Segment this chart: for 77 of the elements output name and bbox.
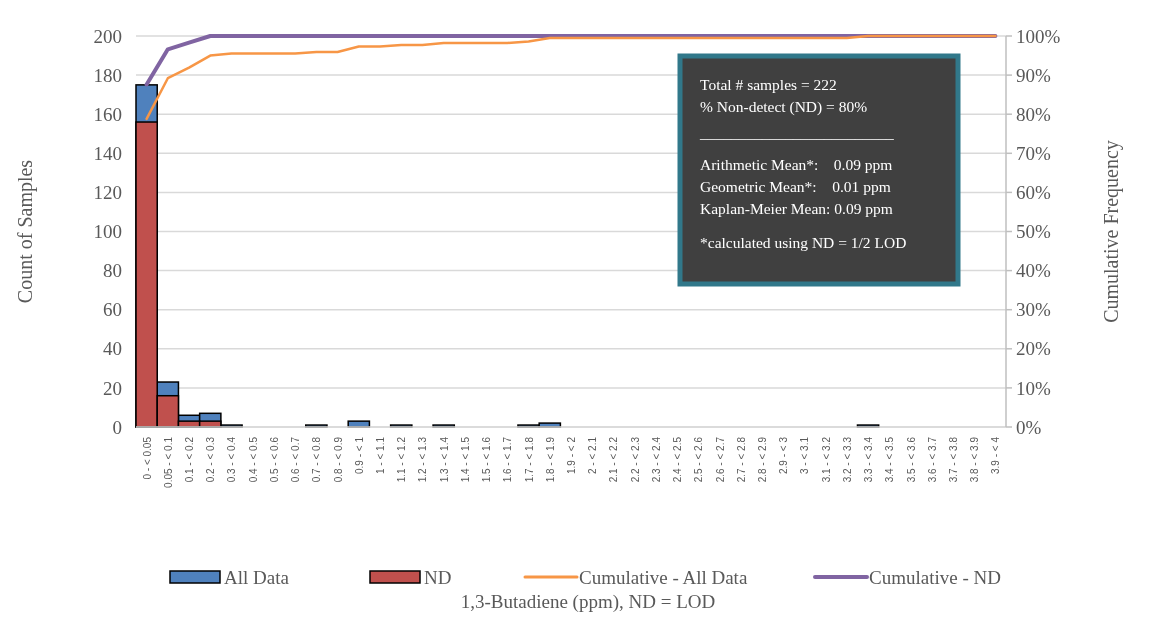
y-tick-label: 180 — [93, 64, 122, 86]
legend-label: ND — [424, 567, 452, 588]
y2-tick-label: 100% — [1016, 25, 1061, 47]
x-tick-label: 3.3 - < 3.4 — [863, 436, 875, 483]
y2-tick-label: 20% — [1016, 338, 1051, 360]
annotation: Kaplan-Meier Mean: 0.09 ppm — [700, 200, 893, 217]
x-tick-label: 1.2 - < 1.3 — [417, 436, 429, 483]
x-tick-label: 2.2 - < 2.3 — [629, 436, 641, 483]
x-tick-label: 3.1 - < 3.2 — [820, 436, 832, 483]
x-tick-label: 2.1 - < 2.2 — [608, 436, 620, 483]
legend-label: Cumulative - ND — [869, 567, 1001, 588]
y-axis-title: Count of Samples — [14, 159, 37, 304]
y2-tick-label: 40% — [1016, 260, 1051, 282]
x-tick-label: 2.8 - < 2.9 — [756, 436, 768, 483]
x-tick-label: 3.2 - < 3.3 — [841, 436, 853, 483]
x-tick-label: 1.3 - < 1.4 — [438, 436, 450, 483]
annotation: Arithmetic Mean*: 0.09 ppm — [700, 156, 893, 173]
x-tick-label: 3.7 - < 3.8 — [947, 436, 959, 483]
text: 1,3-Butadiene (ppm), ND = LOD — [460, 591, 716, 613]
x-tick-label: 1.8 - < 1.9 — [544, 436, 556, 483]
y2-tick-label: 80% — [1016, 103, 1051, 125]
x-tick-label: 1.9 - < 2 — [566, 436, 577, 474]
y2-axis-title: Cumulative Frequency — [1100, 140, 1123, 323]
y-tick-label: 160 — [93, 103, 122, 125]
x-tick-label: 0.1 - < 0.2 — [184, 436, 196, 483]
x-tick-label: 2.5 - < 2.6 — [693, 436, 705, 483]
x-tick-label: 1.1 - < 1.2 — [396, 436, 408, 483]
x-tick-label: 3.4 - < 3.5 — [884, 436, 896, 483]
x-tick-label: 0 - < 0.05 — [141, 436, 153, 480]
x-tick-label: 2 - < 2.1 — [587, 436, 599, 474]
y2-tick-label: 0% — [1016, 416, 1042, 438]
x-tick-label: 2.6 - < 2.7 — [714, 436, 726, 483]
y-tick-label: 120 — [93, 182, 122, 204]
x-tick-label: 3.5 - < 3.6 — [905, 436, 917, 483]
legend-label: All Data — [224, 567, 290, 588]
y-tick-label: 80 — [103, 260, 122, 282]
x-tick-label: 0.4 - < 0.5 — [247, 436, 259, 483]
x-tick-label: 1.4 - < 1.5 — [459, 436, 471, 483]
y-tick-label: 60 — [103, 299, 122, 321]
x-tick-label: 1.5 - < 1.6 — [481, 436, 493, 483]
x-tick-label: 3 - < 3.1 — [799, 436, 811, 474]
y2-tick-label: 50% — [1016, 221, 1051, 243]
x-tick-label: 1 - < 1.1 — [375, 436, 387, 474]
x-tick-label: 0.3 - < 0.4 — [226, 436, 238, 483]
x-tick-label: 0.8 - < 0.9 — [332, 436, 344, 483]
x-tick-label: 0.2 - < 0.3 — [205, 436, 217, 483]
legend-label: Cumulative - All Data — [579, 567, 748, 588]
y-tick-label: 40 — [103, 338, 122, 360]
y2-tick-label: 30% — [1016, 299, 1051, 321]
y-tick-label: 200 — [93, 25, 122, 47]
x-tick-label: 0.6 - < 0.7 — [290, 436, 302, 483]
x-tick-label: 3.9 - < 4 — [990, 436, 1002, 474]
y2-tick-label: 70% — [1016, 142, 1051, 164]
y-tick-label: 140 — [93, 142, 122, 164]
x-tick-label: 0.7 - < 0.8 — [311, 436, 323, 483]
annotation: *calculated using ND = 1/2 LOD — [700, 234, 907, 251]
y2-tick-label: 60% — [1016, 182, 1051, 204]
x-tick-label: 0.5 - < 0.6 — [268, 436, 280, 483]
x-tick-label: 1.6 - < 1.7 — [502, 436, 514, 483]
x-tick-label: 0.9 - < 1 — [353, 436, 365, 474]
x-tick-label: 3.8 - < 3.9 — [969, 436, 981, 483]
annotation: Total # samples = 222 — [700, 76, 837, 93]
y-tick-label: 0 — [112, 416, 122, 438]
x-tick-label: 3.6 - < 3.7 — [926, 436, 938, 483]
x-tick-label: 0.05 - < 0.1 — [162, 436, 174, 488]
y-tick-label: 100 — [93, 221, 122, 243]
x-tick-label: 2.4 - < 2.5 — [672, 436, 684, 483]
y2-tick-label: 90% — [1016, 64, 1051, 86]
x-tick-label: 2.3 - < 2.4 — [650, 436, 662, 483]
y-tick-label: 20 — [103, 377, 122, 399]
x-tick-label: 2.9 - < 3 — [778, 436, 790, 474]
x-tick-label: 2.7 - < 2.8 — [735, 436, 747, 483]
annotation: Geometric Mean*: 0.01 ppm — [700, 178, 891, 195]
annotation: % Non-detect (ND) = 80% — [700, 98, 868, 116]
annotation: _________________________ — [699, 124, 894, 141]
y2-tick-label: 10% — [1016, 377, 1051, 399]
x-tick-label: 1.7 - < 1.8 — [523, 436, 535, 483]
